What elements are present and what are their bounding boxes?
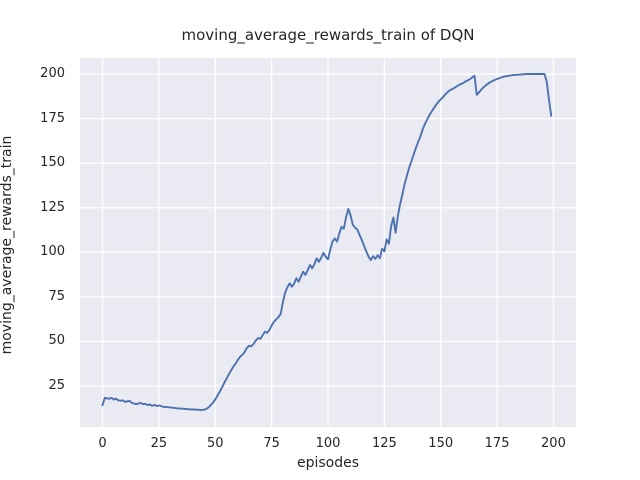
- y-tick-label: 175: [40, 110, 65, 126]
- y-tick-label: 50: [48, 333, 65, 349]
- y-tick-label: 75: [48, 288, 65, 304]
- x-tick-label: 200: [541, 436, 566, 451]
- gridlines: [80, 58, 576, 427]
- data-line: [101, 73, 553, 411]
- x-axis-label: episodes: [296, 455, 360, 471]
- y-axis-label: moving_average_rewards_train: [0, 135, 15, 355]
- y-tick-label: 150: [40, 155, 65, 171]
- y-tick-label: 100: [40, 244, 65, 260]
- x-tick-label: 50: [206, 436, 224, 451]
- y-tick-label: 125: [40, 199, 65, 215]
- x-tick-label: 25: [150, 436, 168, 451]
- x-tick-label: 175: [484, 436, 510, 451]
- y-tick-label: 200: [40, 66, 65, 82]
- x-tick-label: 0: [98, 436, 107, 451]
- x-tick-label: 125: [371, 436, 397, 451]
- y-tick-label: 25: [48, 378, 65, 393]
- x-tick-label: 100: [315, 436, 341, 451]
- x-tick-label: 150: [428, 436, 454, 451]
- chart-title: moving_average_rewards_train of DQN: [181, 26, 475, 44]
- x-tick-label: 75: [263, 436, 280, 451]
